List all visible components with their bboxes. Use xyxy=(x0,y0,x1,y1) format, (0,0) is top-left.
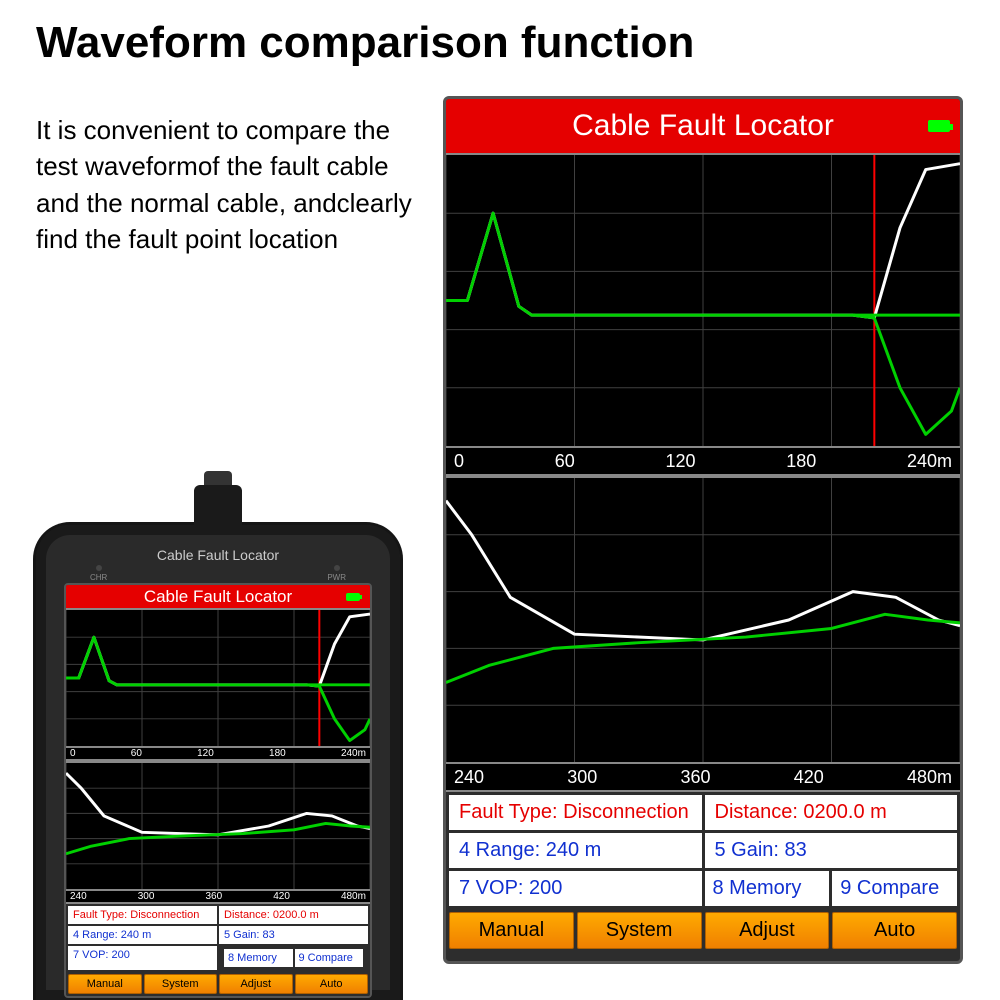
axis-tick: 360 xyxy=(205,891,222,902)
axis-tick: 0 xyxy=(454,451,464,472)
led-pwr: PWR xyxy=(327,565,346,582)
handheld-device: Cable Fault Locator CHR PWR Cable Fault … xyxy=(36,525,400,1000)
axis-tick: 180 xyxy=(269,748,286,759)
device-label: Cable Fault Locator xyxy=(36,547,400,563)
axis-bottom: 240 300 360 420 480m xyxy=(446,764,960,792)
screen-header: Cable Fault Locator xyxy=(446,99,960,153)
axis-tick: 480m xyxy=(341,891,366,902)
info-range-small[interactable]: 4 Range: 240 m xyxy=(68,926,217,944)
info-distance: Distance: 0200.0 m xyxy=(705,795,958,830)
adjust-button[interactable]: Adjust xyxy=(705,912,830,949)
axis-tick: 240 xyxy=(454,767,484,788)
chart-bottom xyxy=(446,476,960,764)
description-text: It is convenient to compare the test wav… xyxy=(36,112,416,258)
info-fault-type: Fault Type: Disconnection xyxy=(449,795,702,830)
system-button[interactable]: System xyxy=(144,974,218,994)
battery-icon-small xyxy=(346,593,360,601)
device-screen-small: Cable Fault Locator 0 60 120 180 240m 240 300… xyxy=(64,583,372,998)
chart-top xyxy=(446,153,960,448)
system-button[interactable]: System xyxy=(577,912,702,949)
chart-bottom-small xyxy=(66,761,370,891)
button-row-small: ManualSystemAdjustAuto xyxy=(66,972,370,996)
bnc-connector xyxy=(194,485,242,525)
info-memory[interactable]: 8 Memory xyxy=(705,871,830,906)
chart-top-small xyxy=(66,608,370,748)
adjust-button[interactable]: Adjust xyxy=(219,974,293,994)
info-compare[interactable]: 9 Compare xyxy=(832,871,957,906)
info-range[interactable]: 4 Range: 240 m xyxy=(449,833,702,868)
button-row: ManualSystemAdjustAuto xyxy=(446,909,960,952)
axis-tick: 180 xyxy=(786,451,816,472)
info-gain-small[interactable]: 5 Gain: 83 xyxy=(219,926,368,944)
axis-top: 0 60 120 180 240m xyxy=(446,448,960,476)
manual-button[interactable]: Manual xyxy=(449,912,574,949)
axis-tick: 60 xyxy=(131,748,142,759)
info-memory-compare-small: 8 Memory 9 Compare xyxy=(219,946,368,970)
page-title: Waveform comparison function xyxy=(36,18,694,68)
axis-tick: 120 xyxy=(665,451,695,472)
info-vop-small[interactable]: 7 VOP: 200 xyxy=(68,946,217,970)
info-distance-small: Distance: 0200.0 m xyxy=(219,906,368,924)
axis-top-small: 0 60 120 180 240m xyxy=(66,748,370,761)
axis-tick: 60 xyxy=(555,451,575,472)
manual-button[interactable]: Manual xyxy=(68,974,142,994)
device-screen-large: Cable Fault Locator 0 60 120 180 240m 240 300… xyxy=(443,96,963,964)
axis-tick: 300 xyxy=(138,891,155,902)
info-gain[interactable]: 5 Gain: 83 xyxy=(705,833,958,868)
led-chr: CHR xyxy=(90,565,107,582)
info-memory-compare: 8 Memory 9 Compare xyxy=(705,871,958,906)
info-fault-type-small: Fault Type: Disconnection xyxy=(68,906,217,924)
axis-tick: 360 xyxy=(680,767,710,788)
screen-title-small: Cable Fault Locator xyxy=(144,587,292,607)
info-memory-small[interactable]: 8 Memory xyxy=(224,949,293,967)
axis-tick: 240 xyxy=(70,891,87,902)
screen-title: Cable Fault Locator xyxy=(572,109,834,143)
axis-tick: 420 xyxy=(273,891,290,902)
info-panel-small: Fault Type: Disconnection Distance: 0200… xyxy=(66,904,370,972)
axis-tick: 0 xyxy=(70,748,76,759)
screen-header-small: Cable Fault Locator xyxy=(66,585,370,608)
axis-tick: 120 xyxy=(197,748,214,759)
battery-icon xyxy=(928,120,950,132)
info-compare-small[interactable]: 9 Compare xyxy=(295,949,364,967)
auto-button[interactable]: Auto xyxy=(295,974,369,994)
info-panel: Fault Type: Disconnection Distance: 0200… xyxy=(446,792,960,909)
axis-bottom-small: 240 300 360 420 480m xyxy=(66,891,370,904)
auto-button[interactable]: Auto xyxy=(832,912,957,949)
axis-tick: 240m xyxy=(341,748,366,759)
axis-tick: 240m xyxy=(907,451,952,472)
axis-tick: 300 xyxy=(567,767,597,788)
axis-tick: 420 xyxy=(794,767,824,788)
info-vop[interactable]: 7 VOP: 200 xyxy=(449,871,702,906)
axis-tick: 480m xyxy=(907,767,952,788)
